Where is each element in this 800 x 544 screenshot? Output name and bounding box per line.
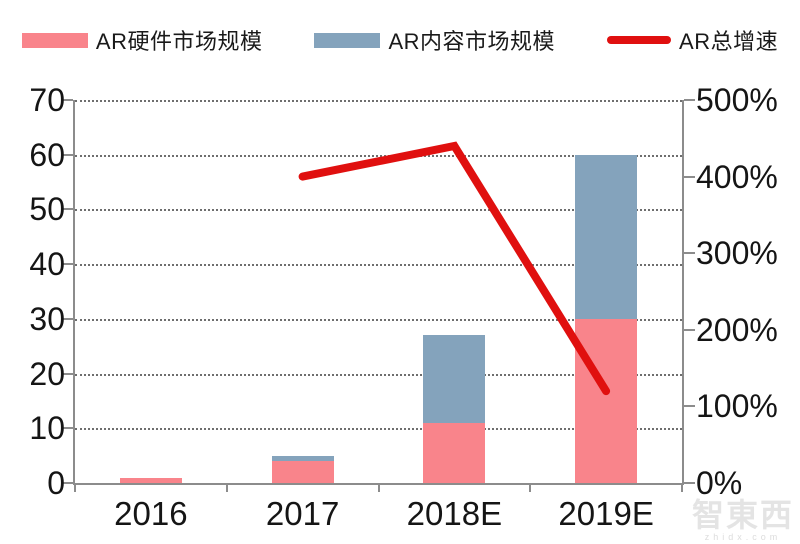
left-axis-tick-label: 40: [29, 246, 65, 283]
left-axis-tick-label: 0: [47, 465, 65, 501]
x-axis-category-label: 2019E: [558, 495, 654, 532]
left-axis-tick: [62, 427, 73, 430]
x-axis-category-label: 2018E: [406, 495, 503, 532]
growth-line: [298, 141, 611, 396]
bar-segment-content: [271, 455, 334, 462]
left-axis-tick: [62, 372, 73, 375]
right-axis-tick: [684, 252, 695, 255]
left-axis-tick: [62, 208, 73, 211]
right-axis-tick: [684, 175, 695, 178]
growth-series-swatch: [607, 36, 672, 44]
x-axis-tick: [225, 485, 228, 492]
plot-area: 0 10 20 30 40 50 60 70 0% 100% 200% 300% 400% 500% 201…: [29, 84, 777, 530]
bar-segment-hardware: [575, 318, 638, 483]
bar-segment-content: [423, 335, 486, 423]
gridline: [75, 100, 682, 102]
right-axis-tick-label: 300%: [696, 235, 778, 272]
x-axis-tick: [74, 485, 76, 492]
right-axis-tick: [684, 405, 695, 408]
legend-item-content: AR内容市场规模: [314, 24, 555, 56]
gridline: [75, 428, 682, 431]
left-axis-tick-label: 50: [29, 191, 65, 228]
hardware-series-swatch: [21, 32, 88, 48]
bar-segment-hardware: [119, 477, 182, 483]
left-axis-tick: [62, 263, 73, 266]
gridline: [75, 154, 682, 157]
gridline: [75, 318, 682, 321]
x-axis-category-label: 2016: [114, 495, 188, 532]
right-axis-tick: [684, 482, 695, 484]
x-axis-tick: [529, 485, 532, 492]
content-series-swatch: [314, 32, 381, 48]
right-axis-tick-label: 0%: [696, 465, 743, 501]
left-axis-tick-label: 70: [29, 82, 65, 118]
chart-legend: AR硬件市场规模 AR内容市场规模 AR总增速: [0, 24, 800, 56]
left-axis-tick: [62, 482, 73, 484]
growth-line-layer: [298, 141, 611, 396]
right-axis-tick-label: 200%: [696, 311, 778, 348]
left-axis-tick-label: 10: [29, 410, 65, 447]
right-axis-tick-label: 100%: [696, 388, 778, 425]
left-axis-tick: [62, 153, 73, 156]
bar-segment-hardware: [423, 422, 486, 483]
legend-label-growth: AR总增速: [679, 29, 779, 54]
watermark-domain: zhidx.com: [704, 532, 782, 542]
legend-item-growth: AR总增速: [607, 24, 778, 56]
right-axis-tick-label: 400%: [696, 158, 778, 195]
left-axis-tick: [62, 317, 73, 320]
legend-label-content: AR内容市场规模: [388, 29, 556, 54]
bar-segment-content: [575, 154, 638, 319]
left-axis-tick-label: 60: [29, 136, 65, 173]
legend-label-hardware: AR硬件市场规模: [95, 29, 263, 54]
x-axis-tick: [681, 485, 683, 492]
left-axis-tick-label: 20: [29, 355, 65, 392]
left-axis-tick: [62, 99, 73, 101]
left-axis-tick-label: 30: [29, 300, 65, 337]
x-axis-category-label: 2017: [265, 495, 340, 532]
gridline: [75, 373, 682, 376]
right-axis-tick: [684, 99, 695, 101]
watermark-logo: 智東西: [691, 497, 794, 533]
right-axis-tick-label: 500%: [696, 82, 778, 118]
gridline: [75, 264, 682, 267]
legend-item-hardware: AR硬件市场规模: [21, 24, 263, 56]
gridline: [75, 209, 682, 212]
x-axis-tick: [377, 485, 380, 492]
watermark: 智東西 zhidx.com: [692, 499, 794, 542]
bar-segment-hardware: [271, 461, 334, 483]
right-axis-tick: [684, 328, 695, 331]
